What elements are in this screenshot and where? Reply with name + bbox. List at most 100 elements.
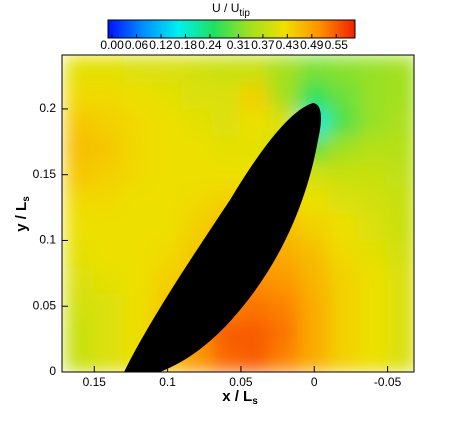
cell	[152, 213, 183, 241]
x-label-main: x / L	[222, 388, 252, 405]
cell	[152, 82, 183, 110]
cell	[211, 55, 242, 84]
x-tick-label: -0.05	[374, 375, 402, 389]
cell	[328, 134, 359, 163]
cell	[152, 55, 183, 84]
x-tick-label: 0.1	[159, 375, 176, 389]
cell	[64, 292, 95, 320]
cell	[211, 134, 242, 163]
colorbar-tick-label: 0.31	[227, 38, 251, 52]
cell	[93, 187, 125, 215]
cell	[181, 55, 213, 84]
cell	[240, 318, 271, 347]
cell	[93, 345, 125, 372]
colorbar-tick-label: 0.49	[300, 38, 324, 52]
cell	[152, 108, 183, 136]
cell	[387, 345, 414, 372]
cell	[357, 134, 389, 163]
cell	[328, 161, 359, 189]
cell	[299, 55, 330, 84]
cell	[387, 134, 414, 163]
y-tick-label: 0.1	[39, 233, 56, 247]
cell	[387, 161, 414, 189]
cell	[269, 292, 301, 320]
cell	[328, 239, 359, 268]
x-label-sub: s	[252, 396, 258, 407]
y-tick-label: 0.15	[33, 167, 57, 181]
cell	[269, 82, 301, 110]
cell	[64, 213, 95, 241]
cell	[269, 318, 301, 347]
cell	[357, 82, 389, 110]
cell	[93, 82, 125, 110]
cell	[181, 108, 213, 136]
cell	[299, 318, 330, 347]
cell	[93, 108, 125, 136]
cell	[240, 345, 271, 372]
title-main: U / U	[212, 1, 239, 15]
x-tick-label: 0.15	[83, 375, 107, 389]
y-axis-label: y / Ls	[13, 196, 32, 232]
cell	[64, 239, 95, 268]
cell	[123, 187, 154, 215]
y-tick-label: 0	[49, 364, 56, 378]
cell	[93, 239, 125, 268]
cell	[357, 161, 389, 189]
cell	[299, 239, 330, 268]
cell	[64, 345, 95, 372]
cell	[387, 318, 414, 347]
cell	[387, 82, 414, 110]
cell	[357, 345, 389, 372]
y-label-main: y / L	[13, 202, 30, 232]
colorbar-tick-label: 0.00	[100, 38, 124, 52]
colorbar-tick-label: 0.43	[276, 38, 300, 52]
cell	[387, 108, 414, 136]
cell	[328, 213, 359, 241]
cell	[211, 108, 242, 136]
cell	[211, 345, 242, 372]
cell	[181, 161, 213, 189]
x-axis-label: x / Ls	[222, 388, 258, 407]
cell	[328, 345, 359, 372]
cell	[357, 292, 389, 320]
cell	[123, 266, 154, 294]
cell	[240, 82, 271, 110]
cell	[357, 318, 389, 347]
colorbar-title: U / Utip	[212, 1, 250, 18]
cell	[123, 82, 154, 110]
cell	[64, 82, 95, 110]
cell	[181, 82, 213, 110]
cell	[240, 108, 271, 136]
cell	[328, 266, 359, 294]
cell	[328, 292, 359, 320]
cell	[269, 55, 301, 84]
cell	[357, 266, 389, 294]
cell	[328, 187, 359, 215]
cell	[152, 239, 183, 268]
cell	[299, 213, 330, 241]
colorbar-tick-label: 0.06	[125, 38, 149, 52]
cell	[181, 187, 213, 215]
cell	[64, 55, 95, 84]
y-label-sub: s	[21, 196, 32, 202]
cell	[93, 134, 125, 163]
y-tick-label: 0.2	[39, 101, 56, 115]
cell	[152, 187, 183, 215]
cell	[211, 82, 242, 110]
cell	[387, 239, 414, 268]
cell	[93, 55, 125, 84]
colorbar-tick-label: 0.55	[325, 38, 349, 52]
colorbar	[107, 19, 356, 39]
cell	[269, 345, 301, 372]
cell	[123, 292, 154, 320]
colorbar-tick-label: 0.37	[251, 38, 275, 52]
colorbar-tick-label: 0.12	[149, 38, 173, 52]
cell	[387, 187, 414, 215]
cell	[93, 266, 125, 294]
cell	[64, 318, 95, 347]
cell	[152, 161, 183, 189]
cell	[123, 55, 154, 84]
cell	[269, 266, 301, 294]
cell	[328, 108, 359, 136]
